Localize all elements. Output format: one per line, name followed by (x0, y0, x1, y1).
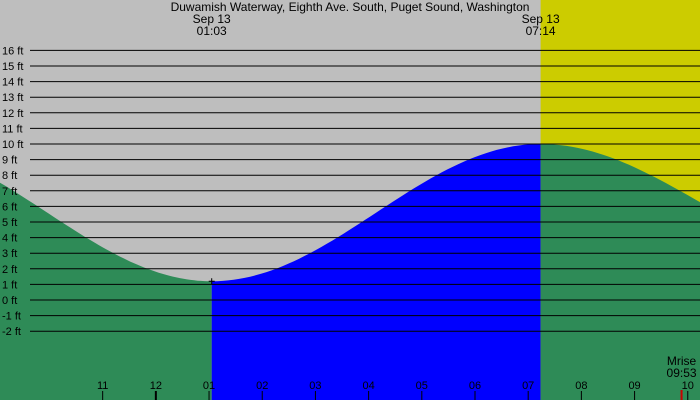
x-hour-tick (208, 391, 210, 400)
x-hour-label: 06 (469, 380, 481, 392)
x-hour-label: 08 (575, 380, 587, 392)
y-tick-label: 7 ft (2, 186, 17, 198)
x-hour-tick (102, 391, 104, 400)
x-hour-tick (261, 391, 263, 400)
tide-event-time: 01:03 (197, 24, 227, 38)
y-tick-label: -1 ft (2, 311, 21, 323)
ebb-tide-area (540, 144, 700, 400)
x-hour-tick (474, 391, 476, 400)
y-tick-label: 13 ft (2, 92, 23, 104)
y-tick-label: 11 ft (2, 123, 23, 135)
x-hour-label: 12 (150, 380, 162, 392)
y-tick-label: 4 ft (2, 233, 17, 245)
x-hour-tick (527, 391, 529, 400)
x-hour-tick (580, 391, 582, 400)
y-tick-label: 16 ft (2, 45, 23, 57)
chart-title: Duwamish Waterway, Eighth Ave. South, Pu… (171, 0, 530, 14)
y-tick-label: 5 ft (2, 217, 17, 229)
x-hour-tick (634, 391, 636, 400)
tide-event-time: 07:14 (526, 24, 556, 38)
flood-tide-area (211, 144, 541, 400)
y-tick-label: -2 ft (2, 326, 21, 338)
moon-event-time: 09:53 (667, 366, 697, 380)
ebb-tide-area (0, 182, 212, 400)
moon-event-label: Mrise (667, 354, 697, 368)
tide-extreme-marker (208, 278, 215, 285)
moon-event-tick (680, 390, 683, 400)
y-tick-label: 1 ft (2, 279, 17, 291)
y-tick-label: 12 ft (2, 108, 23, 120)
x-hour-tick (314, 391, 316, 400)
midnight-tick (154, 391, 157, 400)
y-tick-label: 0 ft (2, 295, 17, 307)
y-tick-label: 6 ft (2, 201, 17, 213)
x-hour-tick (687, 391, 689, 400)
x-hour-label: 04 (362, 380, 374, 392)
y-tick-label: 2 ft (2, 264, 17, 276)
y-tick-label: 14 ft (2, 77, 23, 89)
y-tick-label: 8 ft (2, 170, 17, 182)
x-hour-label: 01 (203, 380, 215, 392)
x-hour-label: 10 (682, 380, 694, 392)
y-tick-label: 9 ft (2, 155, 17, 167)
x-hour-label: 03 (309, 380, 321, 392)
x-hour-tick (368, 391, 370, 400)
x-hour-tick (421, 391, 423, 400)
x-hour-label: 07 (522, 380, 534, 392)
y-tick-label: 3 ft (2, 248, 17, 260)
x-hour-label: 05 (416, 380, 428, 392)
tide-event-date: Sep 13 (522, 12, 560, 26)
y-tick-label: 15 ft (2, 61, 23, 73)
tide-event-date: Sep 13 (193, 12, 231, 26)
x-hour-label: 11 (97, 380, 108, 392)
y-tick-label: 10 ft (2, 139, 23, 151)
x-hour-label: 09 (628, 380, 640, 392)
x-hour-label: 02 (256, 380, 268, 392)
